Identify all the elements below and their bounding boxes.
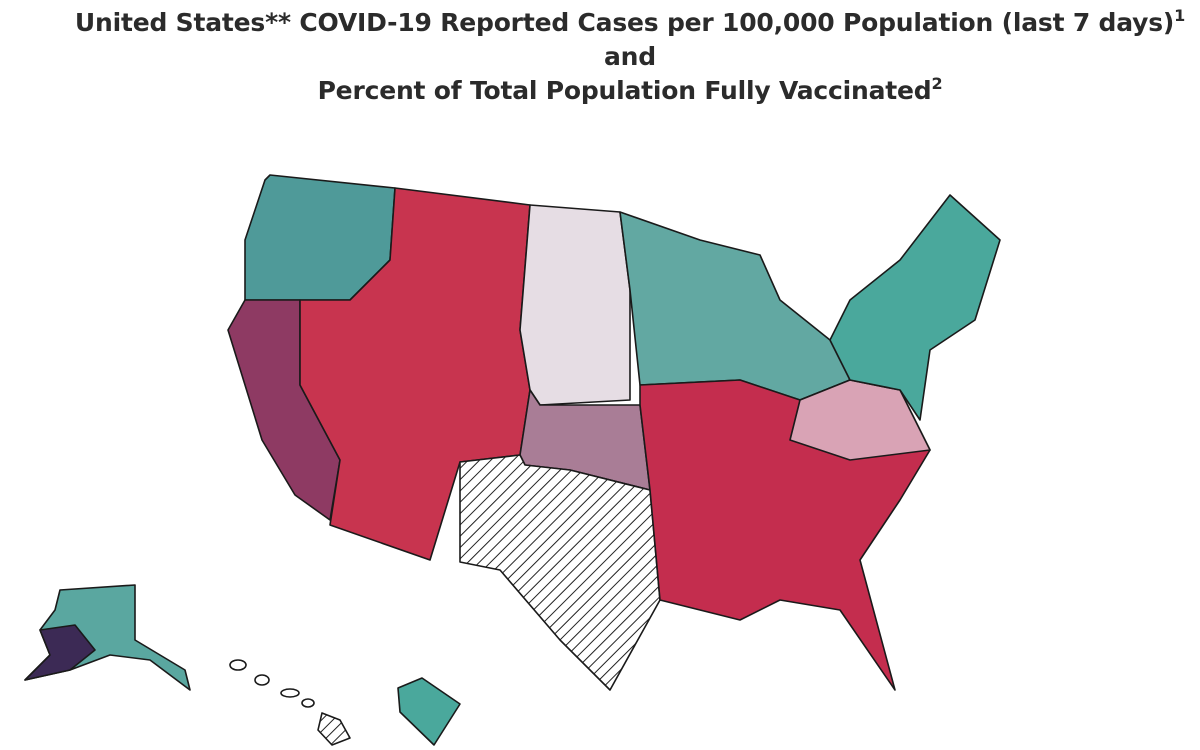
texas: [459, 454, 661, 691]
hawaii: [229, 659, 351, 746]
island: [254, 674, 270, 686]
title-text: and: [604, 42, 656, 71]
title-line-2: Percent of Total Population Fully Vaccin…: [60, 74, 1200, 108]
title-line-1: United States** COVID-19 Reported Cases …: [60, 6, 1200, 74]
midwest: [619, 211, 851, 401]
footnote-marker: 2: [931, 74, 943, 93]
district-of-columbia: [397, 677, 461, 746]
island: [301, 698, 315, 708]
island: [280, 688, 300, 698]
big-island: [317, 712, 351, 746]
map-title: United States** COVID-19 Reported Cases …: [60, 6, 1200, 108]
alaska-south: [24, 624, 96, 681]
title-text: Percent of Total Population Fully Vaccin…: [317, 76, 932, 105]
island: [229, 659, 247, 671]
northeast: [829, 194, 1001, 421]
contiguous-us: [227, 174, 1001, 691]
alaska: [24, 584, 191, 691]
footnote-marker: 1: [1174, 6, 1186, 25]
title-text: United States** COVID-19 Reported Cases …: [74, 8, 1175, 37]
northern-plains: [519, 204, 631, 406]
